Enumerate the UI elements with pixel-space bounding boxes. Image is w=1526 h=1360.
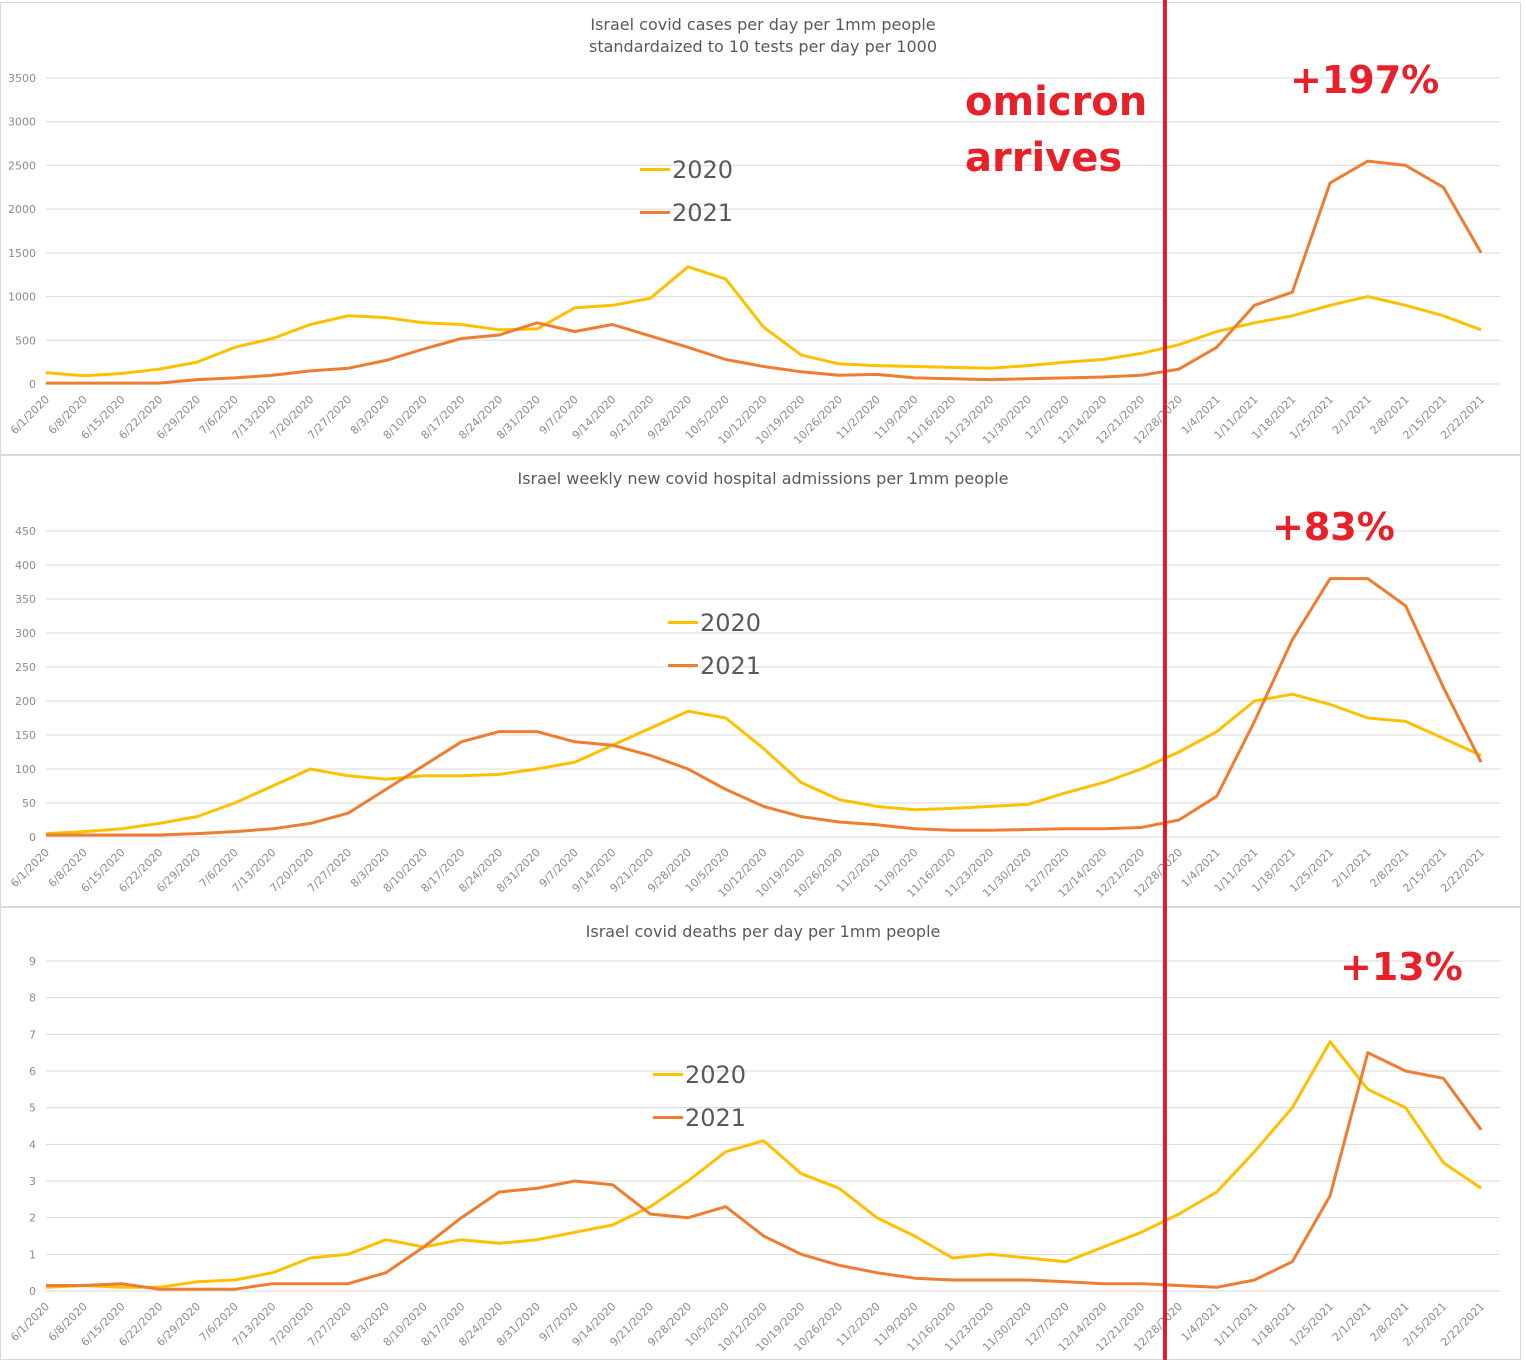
- omicron-annotation: omicron arrives: [965, 79, 1148, 181]
- y-tick-label: 3500: [8, 72, 36, 85]
- x-tick-label: 2/1/2021: [1330, 1300, 1374, 1344]
- legend-item-2020: 2020: [668, 601, 761, 644]
- chart-frame: [0, 2, 1521, 455]
- cases-chart-subtitle: standardaized to 10 tests per day per 10…: [588, 37, 937, 56]
- y-tick-label: 400: [15, 559, 36, 572]
- cases-chart-svg: 05001000150020002500300035006/1/20206/8/…: [8, 72, 1500, 447]
- x-tick-label: 2/1/2021: [1330, 846, 1374, 890]
- y-tick-label: 350: [15, 593, 36, 606]
- y-tick-label: 2000: [8, 203, 36, 216]
- y-tick-label: 2: [29, 1212, 36, 1225]
- y-tick-label: 2500: [8, 159, 36, 172]
- y-tick-label: 1000: [8, 291, 36, 304]
- hospital-chart-panel: 0 50 100 150 200 250 300 350 400 450 6/1/2020 6/8/2…: [0, 455, 1526, 907]
- y-tick-label: 0: [29, 831, 36, 844]
- deaths-chart-panel: 0 1 2 3 4 5 6 7 8 9 6/1/2020 6/8/2020 6/15/2020 6/22/…: [0, 907, 1526, 1360]
- y-tick-label: 3000: [8, 116, 36, 129]
- y-tick-label: 50: [22, 797, 36, 810]
- y-tick-label: 7: [29, 1028, 36, 1041]
- series-line-2020: [45, 692, 1482, 836]
- omicron-marker-line: [1163, 0, 1167, 1360]
- legend-item-2021: 2021: [668, 644, 761, 687]
- x-tick-label: 2/1/2021: [1330, 393, 1374, 437]
- legend-item-2020: 2020: [653, 1053, 746, 1096]
- y-tick-label: 3: [29, 1175, 36, 1188]
- series-line-2020: [45, 265, 1482, 378]
- y-tick-label: 200: [15, 695, 36, 708]
- series-line-2021: [46, 159, 1483, 385]
- hospital-chart-svg: 0501001502002503003504004506/1/20206/8/2…: [8, 525, 1500, 900]
- hospital-change-annotation: +83%: [1272, 505, 1395, 549]
- legend-item-2021: 2021: [653, 1096, 746, 1139]
- legend-item-2021: 2021: [640, 191, 733, 234]
- cases-chart-panel: 0 500 1000 1500 2000 2500 3000 3500 6/1/2020 6/8/…: [0, 0, 1526, 455]
- x-tick-label: 6/1/2020: [8, 846, 52, 890]
- y-tick-label: 250: [15, 661, 36, 674]
- y-tick-label: 9: [29, 955, 36, 968]
- cases-change-annotation: +197%: [1290, 58, 1440, 102]
- y-tick-label: 6: [29, 1065, 36, 1078]
- x-tick-label: 6/1/2020: [8, 393, 52, 437]
- y-tick-label: 500: [15, 334, 36, 347]
- y-tick-label: 0: [29, 1285, 36, 1298]
- hospital-chart-title: Israel weekly new covid hospital admissi…: [517, 469, 1009, 488]
- y-tick-label: 8: [29, 992, 36, 1005]
- legend-item-2020: 2020: [640, 148, 733, 191]
- deaths-chart-title: Israel covid deaths per day per 1mm peop…: [585, 922, 941, 941]
- y-tick-label: 4: [29, 1138, 36, 1151]
- cases-legend: 2020 2021: [640, 148, 733, 234]
- y-tick-label: 1500: [8, 247, 36, 260]
- y-tick-label: 100: [15, 763, 36, 776]
- y-tick-label: 1: [29, 1248, 36, 1261]
- y-tick-label: 150: [15, 729, 36, 742]
- series-line-2021: [46, 577, 1483, 837]
- x-tick-label: 6/1/2020: [8, 1300, 52, 1344]
- y-tick-label: 0: [29, 378, 36, 391]
- deaths-change-annotation: +13%: [1340, 945, 1463, 989]
- cases-chart-title: Israel covid cases per day per 1mm peopl…: [0, 14, 1526, 58]
- deaths-chart-svg: 01234567896/1/20206/8/20206/15/20206/22/…: [8, 955, 1500, 1354]
- y-tick-label: 450: [15, 525, 36, 538]
- y-tick-label: 5: [29, 1102, 36, 1115]
- chart-frame: [0, 455, 1521, 907]
- hospital-legend: 2020 2021: [668, 601, 761, 687]
- deaths-legend: 2020 2021: [653, 1053, 746, 1139]
- y-tick-label: 300: [15, 627, 36, 640]
- series-line-2020: [45, 1040, 1482, 1289]
- series-line-2021: [46, 1051, 1483, 1291]
